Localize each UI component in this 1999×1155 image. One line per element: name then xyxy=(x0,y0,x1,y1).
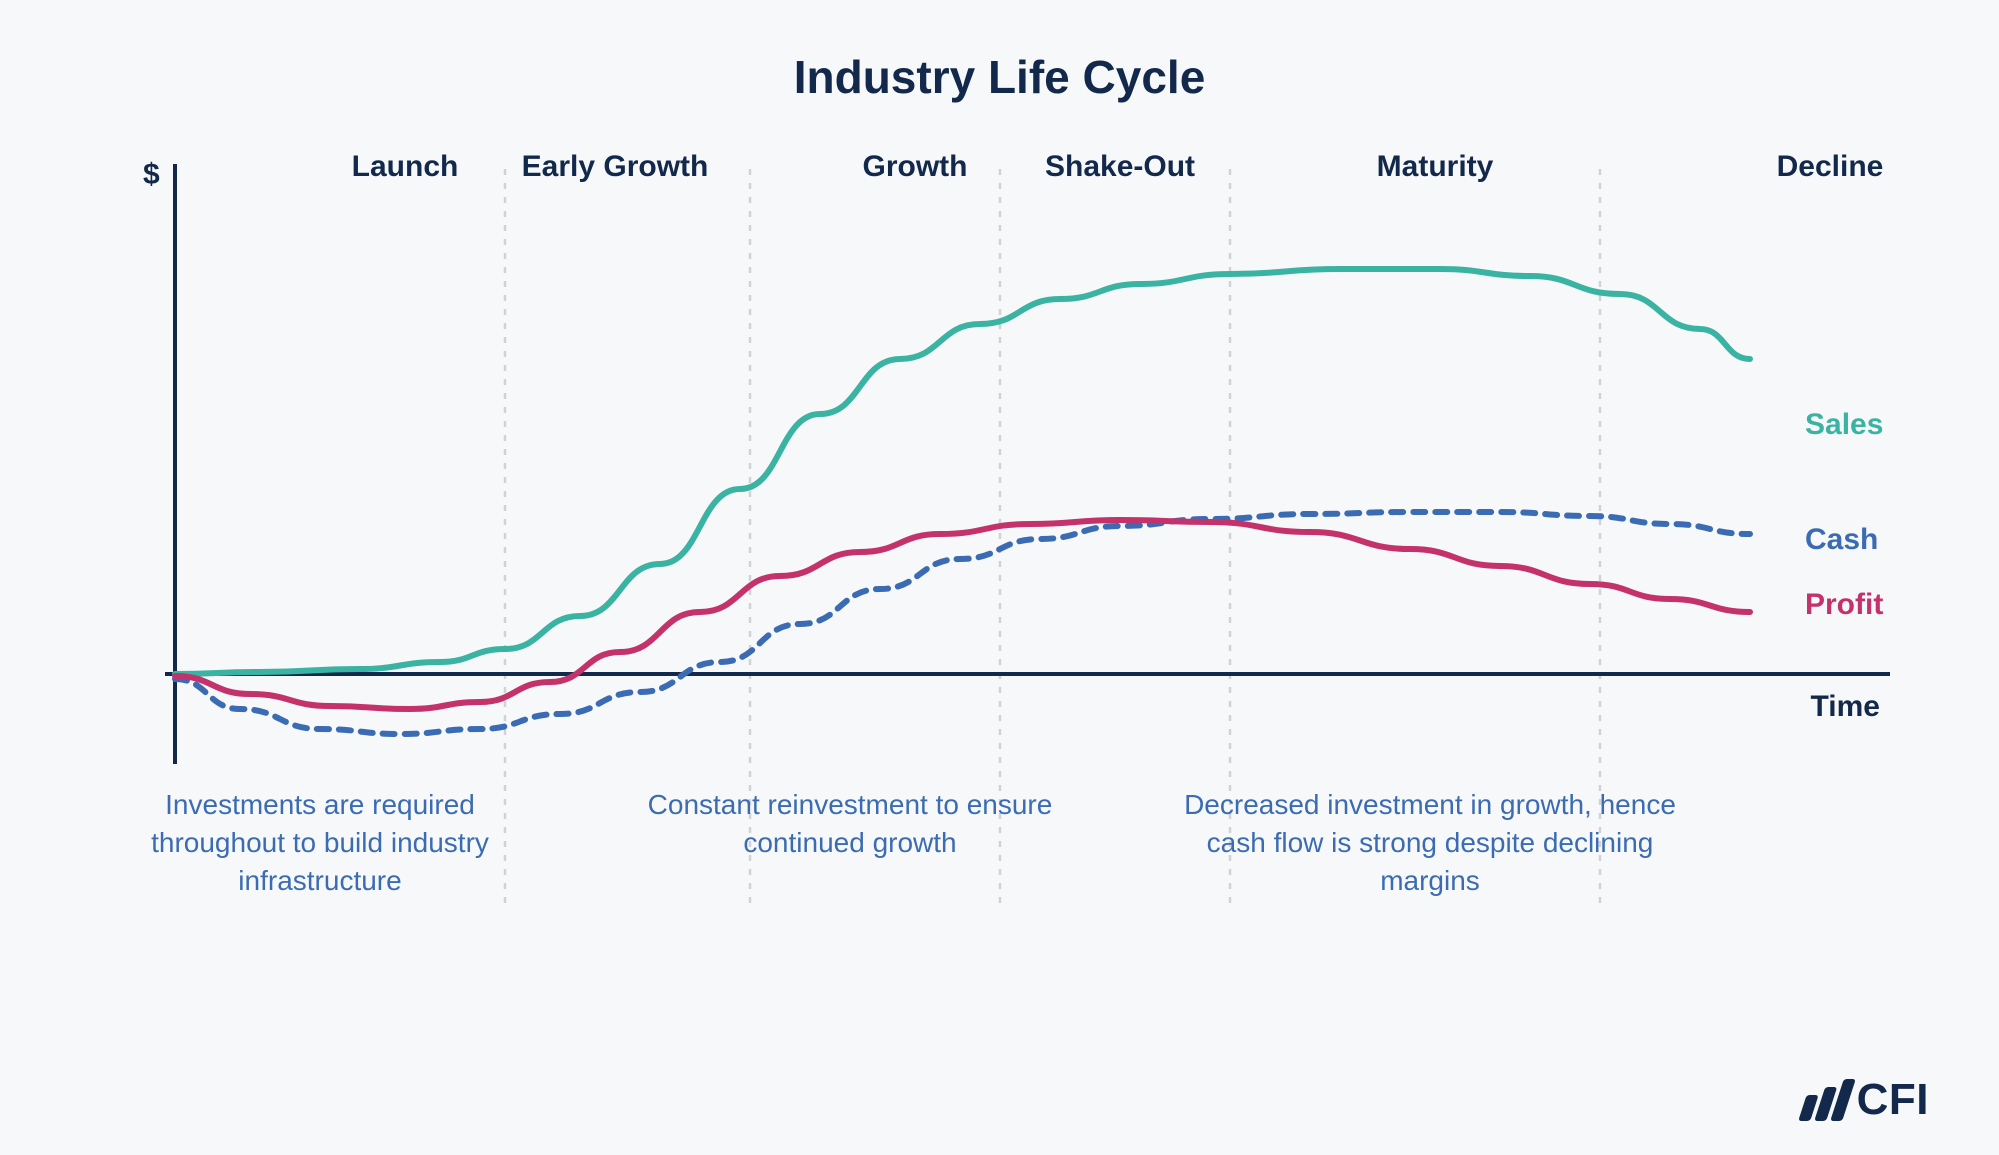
chart-wrap: $ Time Launch Early Growth Growth Shake-Out Ma… xyxy=(60,134,1939,914)
phase-label: Maturity xyxy=(1377,150,1494,183)
chart-container: Industry Life Cycle $ Time Launch Early Gro… xyxy=(0,0,1999,1155)
phase-label: Decline xyxy=(1777,150,1884,183)
cfi-logo: CFI xyxy=(1805,1075,1929,1125)
chart-annotation: Decreased investment in growth, hence xyxy=(1184,789,1676,820)
series-profit xyxy=(175,520,1750,709)
chart-title: Industry Life Cycle xyxy=(60,50,1939,104)
y-axis-label: $ xyxy=(143,158,160,191)
x-axis-label: Time xyxy=(1811,690,1880,723)
cfi-logo-text: CFI xyxy=(1857,1075,1929,1125)
series-label-sales: Sales xyxy=(1805,408,1883,441)
phase-label: Launch xyxy=(352,150,459,183)
chart-annotation: margins xyxy=(1380,865,1480,896)
series-label-profit: Profit xyxy=(1805,588,1883,621)
phase-label: Growth xyxy=(863,150,968,183)
series-cash xyxy=(175,512,1750,734)
chart-annotation: Investments are required xyxy=(165,789,475,820)
series-sales xyxy=(175,269,1750,674)
phase-label: Early Growth xyxy=(522,150,709,183)
chart-annotation: throughout to build industry xyxy=(151,827,489,858)
chart-annotation: Constant reinvestment to ensure xyxy=(648,789,1053,820)
industry-life-cycle-chart: $ Time Launch Early Growth Growth Shake-Out Ma… xyxy=(60,134,1930,914)
phase-label: Shake-Out xyxy=(1045,150,1195,183)
chart-annotation: continued growth xyxy=(743,827,956,858)
series-label-cash: Cash xyxy=(1805,523,1878,556)
cfi-logo-bars-icon xyxy=(1798,1079,1856,1121)
chart-annotation: infrastructure xyxy=(238,865,401,896)
chart-annotation: cash flow is strong despite declining xyxy=(1207,827,1654,858)
